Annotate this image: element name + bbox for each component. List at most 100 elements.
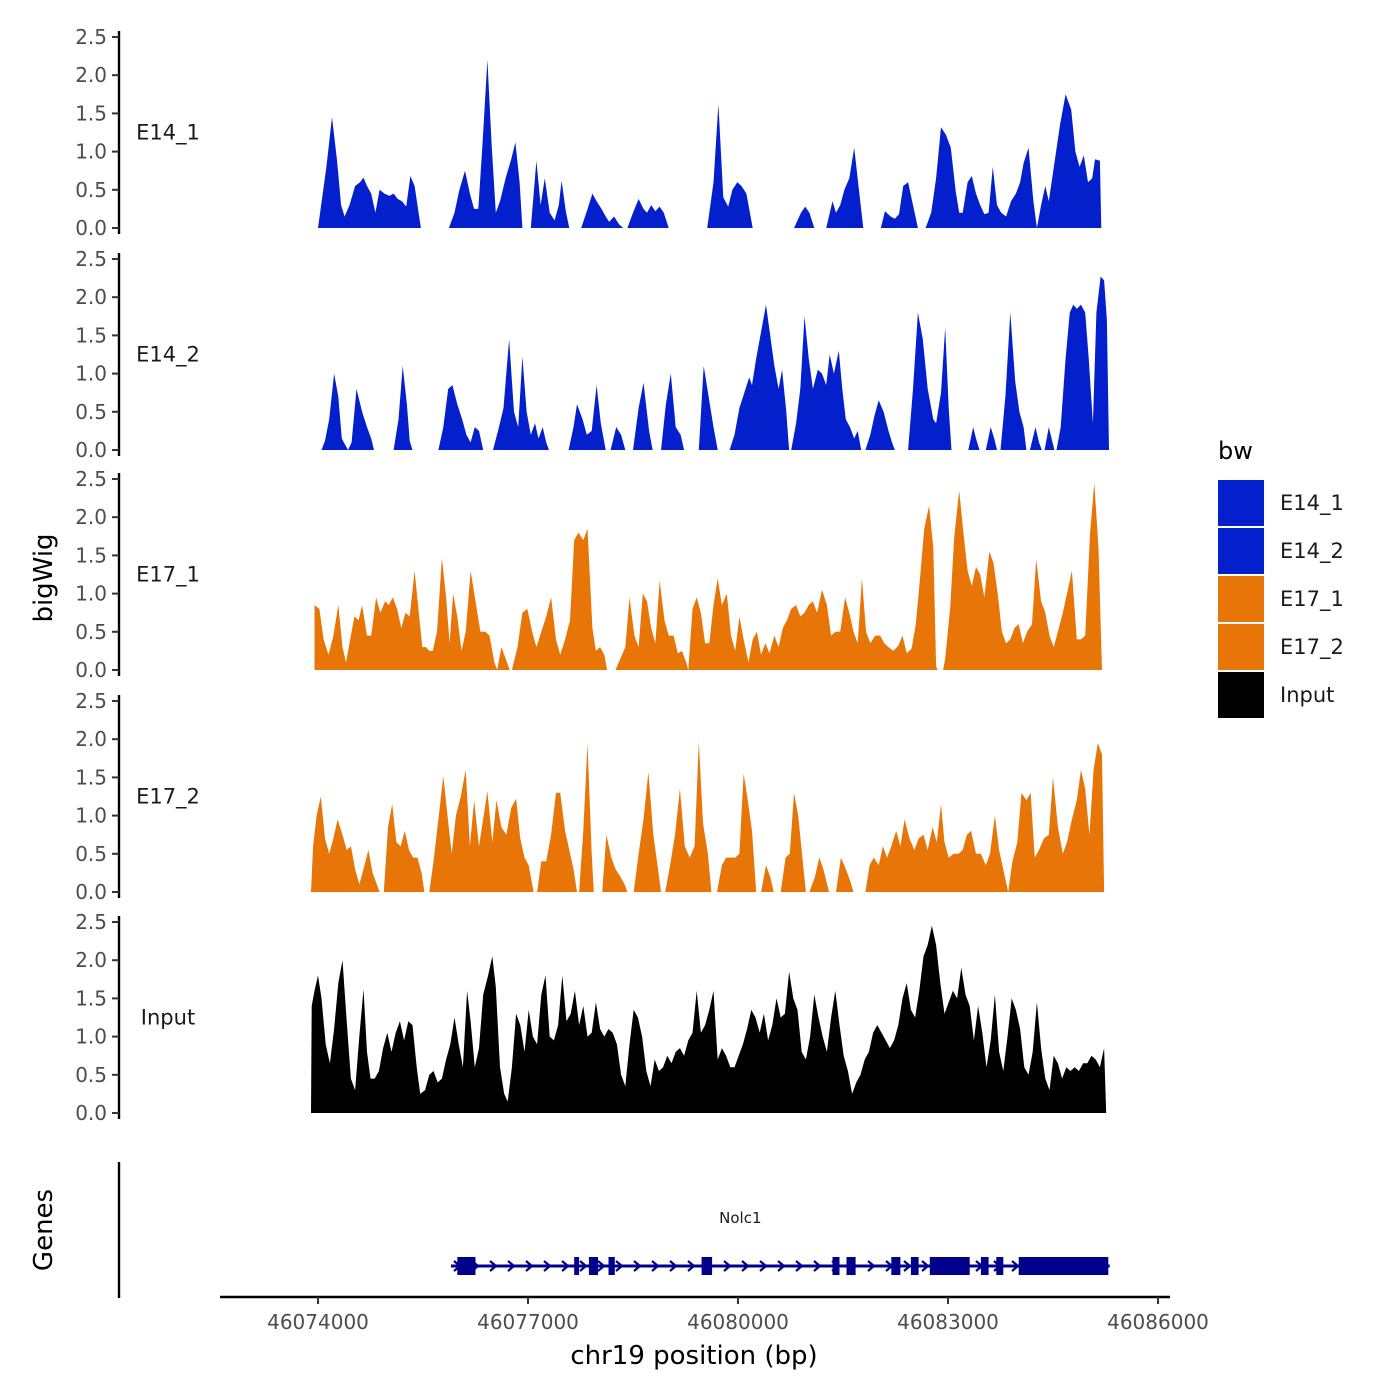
legend-label-e17-1: E17_1: [1280, 587, 1344, 612]
y-tick-label: 2.5: [75, 689, 107, 713]
y-tick-label: 1.0: [75, 582, 107, 606]
coverage-area-e17-2-0: [311, 796, 380, 892]
coverage-area-e14-1-0: [318, 117, 421, 228]
coverage-area-e17-2-1: [383, 804, 425, 892]
y-tick-label: 0.5: [75, 400, 107, 424]
x-tick-label: 46083000: [897, 1310, 999, 1334]
coverage-area-e14-2-18: [1056, 276, 1109, 450]
coverage-area-e14-2-8: [698, 366, 718, 450]
strand-arrow: [615, 1260, 624, 1272]
coverage-area-e14-1-4: [627, 199, 669, 228]
y-tick-label: 0.0: [75, 216, 107, 240]
x-tick-label: 46086000: [1107, 1310, 1209, 1334]
y-tick-label: 0.5: [75, 178, 107, 202]
coverage-area-e14-1-6: [794, 206, 815, 228]
x-tick-label: 46077000: [477, 1310, 579, 1334]
coverage-area-e17-2-2: [429, 769, 534, 892]
y-tick-label: 2.0: [75, 63, 107, 87]
y-tick-label: 2.0: [75, 505, 107, 529]
gene-label: Nolc1: [719, 1209, 761, 1227]
coverage-area-e14-2-3: [493, 339, 549, 450]
track-e14-2: 0.0 0.5 1.0 1.5 2.0 2.5 E14_2: [75, 247, 1109, 462]
exon-8: [910, 1257, 919, 1275]
track-e17-1: 0.0 0.5 1.0 1.5 2.0 2.5 E17_1: [75, 467, 1102, 682]
legend-label-e14-2: E14_2: [1280, 539, 1344, 564]
y-tick-label: 1.0: [75, 1025, 107, 1049]
strand-arrow: [687, 1260, 696, 1272]
coverage-area-e17-2-13: [865, 804, 1009, 892]
legend-title: bw: [1218, 437, 1253, 465]
coverage-area-e17-2-3: [537, 792, 577, 892]
coverage-area-e17-1-3: [615, 580, 689, 670]
legend-swatch-e14-1: [1218, 480, 1264, 526]
strand-arrow: [813, 1260, 822, 1272]
y-tick-label: 2.5: [75, 467, 107, 491]
exon-3: [608, 1257, 615, 1275]
legend-swatch-input: [1218, 672, 1264, 718]
y-tick-label: 2.0: [75, 727, 107, 751]
y-tick-label: 1.0: [75, 804, 107, 828]
x-axis: 46074000 46077000 46080000 46083000 46086000: [220, 1295, 1209, 1334]
y-tick-label: 0.0: [75, 880, 107, 904]
strand-arrow: [759, 1260, 768, 1272]
track-label: Input: [141, 1006, 195, 1030]
coverage-area-e14-1-1: [448, 59, 523, 229]
coverage-area-e14-2-14: [985, 427, 997, 450]
exon-4: [701, 1257, 713, 1275]
legend-swatch-e14-2: [1218, 528, 1264, 574]
y-tick-label: 0.0: [75, 438, 107, 462]
coverage-area-e14-2-6: [633, 382, 653, 450]
track-e14-1: 0.0 0.5 1.0 1.5 2.0 2.5 E14_1: [75, 25, 1102, 240]
y-tick-label: 1.0: [75, 362, 107, 386]
coverage-area-e17-2-4: [579, 743, 594, 892]
legend-label-e17-2: E17_2: [1280, 635, 1344, 660]
coverage-area-e14-2-0: [321, 373, 374, 450]
y-tick-label: 0.5: [75, 620, 107, 644]
track-label: E17_1: [136, 563, 200, 588]
coverage-area-e17-2-14: [1008, 743, 1105, 892]
coverage-area-e14-2-1: [393, 366, 413, 450]
strand-arrow: [525, 1260, 534, 1272]
gene-track: Nolc1: [117, 1162, 1110, 1298]
y-axis-title: bigWig: [29, 533, 59, 622]
coverage-area-e17-1-0: [314, 557, 498, 670]
strand-arrow: [903, 1260, 912, 1272]
coverage-area-e14-2-16: [1029, 427, 1042, 450]
track-e17-2: 0.0 0.5 1.0 1.5 2.0 2.5 E17_2: [75, 689, 1105, 904]
legend: bw E14_1 E14_2 E17_1 E17_2 Input: [1218, 437, 1344, 718]
coverage-area-e17-2-7: [665, 741, 712, 892]
y-tick-label: 2.5: [75, 247, 107, 271]
coverage-area-e14-2-9: [729, 304, 790, 450]
coverage-area-e17-2-9: [761, 865, 774, 892]
exon-5: [832, 1257, 840, 1275]
coverage-area-e14-2-13: [968, 427, 980, 450]
y-tick-label: 1.5: [75, 323, 107, 347]
y-tick-label: 0.0: [75, 658, 107, 682]
strand-arrow: [507, 1260, 516, 1272]
strand-arrow: [669, 1260, 678, 1272]
strand-arrow: [741, 1260, 750, 1272]
y-tick-label: 1.0: [75, 140, 107, 164]
coverage-area-e17-1-2: [511, 528, 608, 670]
coverage-area-e17-2-5: [602, 834, 628, 892]
exon-12: [1018, 1257, 1109, 1275]
coverage-area-e14-2-11: [865, 400, 895, 450]
strand-arrow: [723, 1260, 732, 1272]
legend-label-e14-1: E14_1: [1280, 491, 1344, 516]
legend-swatch-e17-2: [1218, 624, 1264, 670]
coverage-area-e14-2-7: [661, 373, 685, 450]
exon-9: [929, 1257, 970, 1275]
coverage-area-e17-2-6: [633, 772, 661, 892]
legend-swatch-e17-1: [1218, 576, 1264, 622]
genes-axis-title: Genes: [29, 1189, 59, 1271]
track-label: E17_2: [136, 785, 200, 810]
strand-arrow: [633, 1260, 642, 1272]
exon-7: [891, 1257, 901, 1275]
coverage-area-e14-2-2: [438, 385, 484, 450]
coverage-area-e14-1-3: [581, 193, 624, 228]
y-tick-label: 1.5: [75, 765, 107, 789]
exon-2: [588, 1257, 598, 1275]
coverage-area-e17-2-11: [809, 857, 829, 892]
strand-arrow: [579, 1260, 588, 1272]
legend-label-input: Input: [1280, 683, 1334, 707]
